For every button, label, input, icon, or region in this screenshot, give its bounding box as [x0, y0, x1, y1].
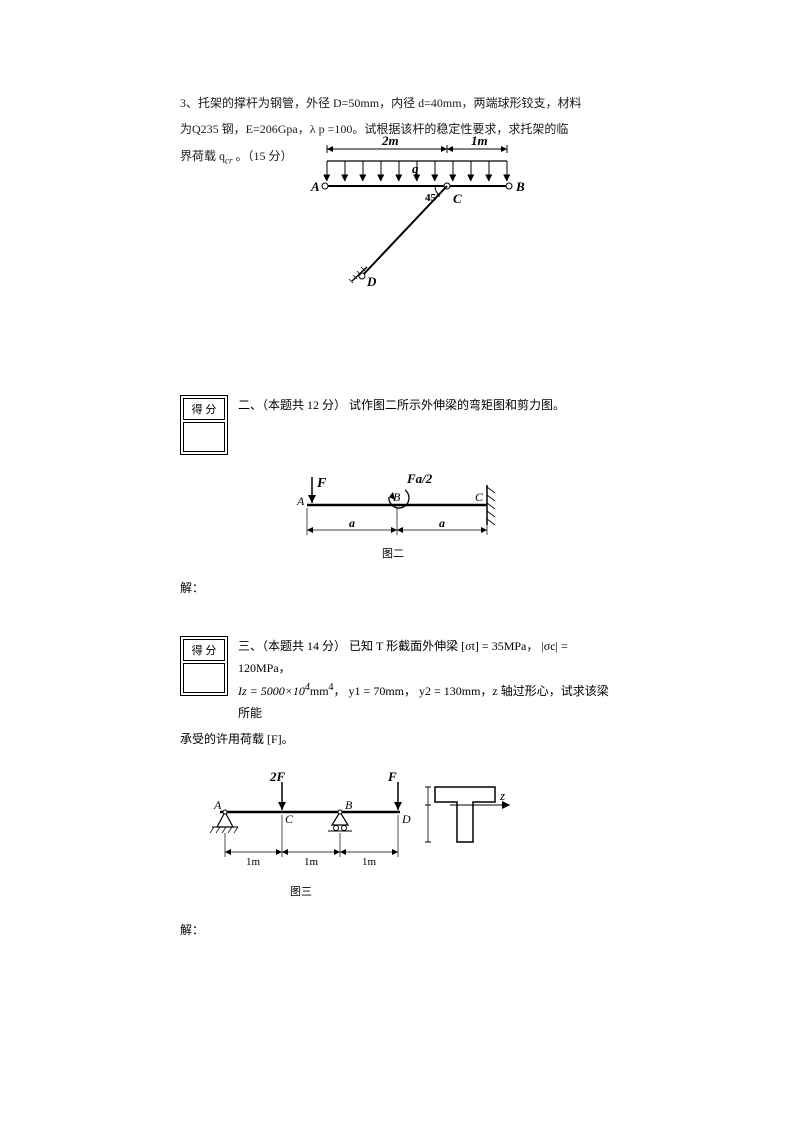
fig3-B: B	[345, 798, 353, 812]
fig3-svg: 2F F A C B D 1m 1m 1m	[200, 767, 520, 907]
fig1-C: C	[453, 191, 462, 206]
fig3-F: F	[387, 769, 397, 784]
fig1-A: A	[310, 179, 320, 194]
fig3-1m-a: 1m	[246, 856, 261, 868]
section3-text: 三、（本题共 14 分） 已知 T 形截面外伸梁 [σt] = 35MPa， |…	[238, 636, 613, 724]
score-box-3: 得 分	[180, 636, 228, 696]
section2-title: 二、（本题共 12 分） 试作图二所示外伸梁的弯矩图和剪力图。	[238, 395, 565, 417]
fig1-svg: 2m 1m q A	[267, 131, 527, 311]
fig3-C: C	[285, 812, 294, 826]
fig1-q: q	[412, 161, 419, 176]
fig2-Fa2: Fa/2	[406, 471, 433, 486]
jie-2: 解：	[180, 579, 613, 596]
fig1-1m: 1m	[471, 133, 488, 148]
fig2-B: B	[393, 490, 401, 504]
fig2-C: C	[475, 490, 484, 504]
fig3-1m-c: 1m	[362, 856, 377, 868]
figure-2: F Fa/2 A B C a a 图二	[180, 465, 613, 569]
fig3-A: A	[213, 798, 222, 812]
fig3-1m-b: 1m	[304, 856, 319, 868]
p3-line1: 3、托架的撑杆为钢管，外径 D=50mm，内径 d=40mm，两端球形铰支，材料	[180, 90, 613, 116]
fig3-D: D	[401, 812, 411, 826]
fig3-2F: 2F	[269, 769, 286, 784]
section-2-header: 得 分 二、（本题共 12 分） 试作图二所示外伸梁的弯矩图和剪力图。	[180, 395, 613, 455]
section-3-header: 得 分 三、（本题共 14 分） 已知 T 形截面外伸梁 [σt] = 35MP…	[180, 636, 613, 724]
fig2-A: A	[296, 494, 305, 508]
fig1-2m: 2m	[381, 133, 399, 148]
figure-1: 2m 1m q A	[180, 131, 613, 315]
fig1-D: D	[366, 274, 377, 289]
score-box-2: 得 分	[180, 395, 228, 455]
fig2-a1: a	[349, 516, 355, 530]
section3-line3: 承受的许用荷载 [F]。	[180, 730, 613, 747]
score-label-3: 得 分	[183, 639, 225, 661]
fig3-caption: 图三	[290, 885, 312, 898]
fig3-z: z	[499, 788, 505, 803]
fig1-B: B	[515, 179, 525, 194]
score-label-2: 得 分	[183, 398, 225, 420]
figure-3: 2F F A C B D 1m 1m 1m	[200, 767, 613, 911]
fig2-svg: F Fa/2 A B C a a 图二	[277, 465, 517, 565]
fig2-caption: 图二	[382, 547, 404, 560]
jie-3: 解：	[180, 921, 613, 938]
fig2-a2: a	[439, 516, 445, 530]
fig2-F: F	[316, 476, 327, 491]
